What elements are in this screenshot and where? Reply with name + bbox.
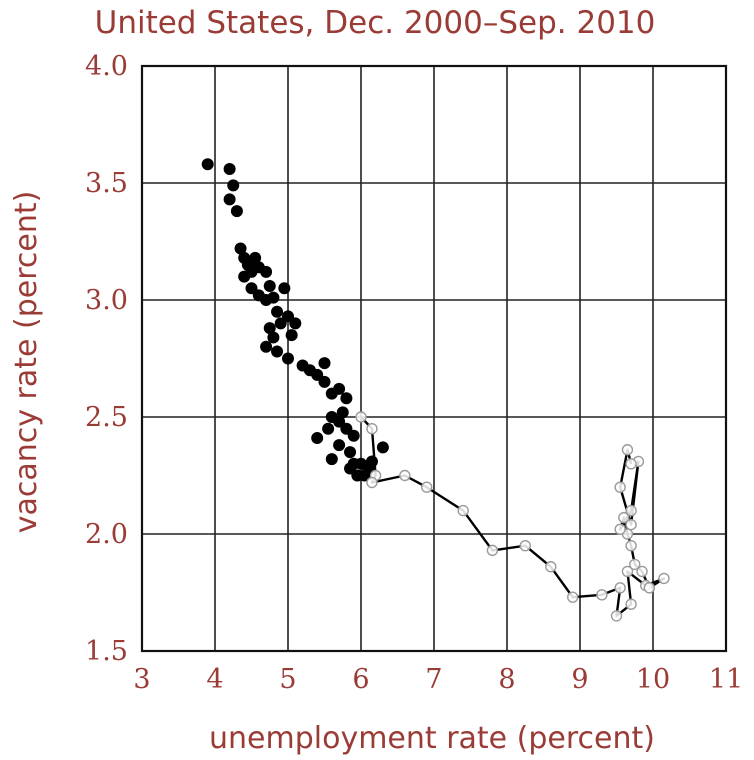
open-data-point <box>366 423 378 435</box>
open-data-point <box>545 561 557 573</box>
y-tick-label: 3.5 <box>85 168 128 199</box>
filled-data-point <box>238 270 251 283</box>
filled-data-point <box>311 432 324 445</box>
open-data-point <box>625 458 637 470</box>
y-tick-label: 2.0 <box>85 519 128 550</box>
open-data-point <box>618 511 630 524</box>
filled-data-point <box>322 422 335 435</box>
filled-data-point <box>347 429 360 442</box>
y-tick-label: 1.5 <box>85 636 128 667</box>
filled-data-point <box>274 317 287 330</box>
filled-data-point <box>344 462 357 475</box>
x-tick-label: 4 <box>206 664 223 695</box>
chart-title: United States, Dec. 2000–Sep. 2010 <box>95 5 656 41</box>
tick-labels: 3 4 5 6 7 8 9 10 11 1.5 2.0 2.5 3.0 3.5 4.0 <box>85 51 743 695</box>
x-tick-label: 5 <box>279 664 296 695</box>
filled-data-point <box>271 345 284 358</box>
filled-data-point <box>223 162 236 175</box>
filled-data-point <box>285 329 298 342</box>
open-data-point <box>621 444 634 456</box>
x-tick-label: 8 <box>498 664 515 695</box>
filled-data-point <box>263 279 276 292</box>
open-data-point <box>610 610 623 622</box>
filled-data-point <box>278 282 291 295</box>
filled-data-point <box>267 291 280 304</box>
x-tick-label: 3 <box>133 664 150 695</box>
filled-data-point <box>318 357 331 370</box>
open-data-point <box>625 504 637 517</box>
y-axis-label: vacancy rate (percent) <box>9 191 44 534</box>
filled-data-point <box>282 352 294 365</box>
open-data-point <box>625 540 637 552</box>
open-data-point <box>486 544 499 557</box>
open-data-point <box>366 476 378 489</box>
open-data-point <box>421 481 433 493</box>
x-tick-label: 7 <box>425 664 442 695</box>
x-axis-label: unemployment rate (percent) <box>209 721 655 756</box>
filled-data-point <box>318 375 331 388</box>
open-data-point <box>457 504 469 517</box>
open-data-point <box>355 411 367 423</box>
filled-data-point <box>260 340 273 353</box>
filled-data-point <box>230 205 243 218</box>
filled-data-point <box>260 265 273 278</box>
open-data-point <box>519 540 531 552</box>
y-tick-label: 4.0 <box>85 51 128 82</box>
filled-data-point <box>271 305 284 318</box>
open-data-point <box>621 565 634 578</box>
filled-data-point <box>365 455 378 468</box>
filled-data-point <box>289 317 302 330</box>
filled-data-point <box>234 242 247 255</box>
filled-data-point <box>336 406 349 419</box>
open-data-point <box>643 582 656 594</box>
open-data-point <box>636 565 648 578</box>
filled-data-point <box>344 446 357 459</box>
filled-data-point <box>223 193 236 206</box>
open-data-point <box>629 558 641 571</box>
x-tick-label: 6 <box>352 664 369 695</box>
data-series <box>201 158 670 622</box>
open-data-point <box>399 469 411 482</box>
filled-data-point <box>227 179 240 192</box>
x-tick-label: 11 <box>709 664 743 695</box>
filled-data-point <box>340 392 353 405</box>
filled-data-point <box>201 158 214 171</box>
filled-data-point <box>333 439 346 452</box>
open-data-point <box>567 591 579 603</box>
filled-data-point <box>325 453 338 466</box>
y-tick-label: 2.5 <box>85 402 128 433</box>
open-data-point <box>596 589 608 601</box>
x-tick-label: 9 <box>571 664 588 695</box>
open-data-point <box>658 572 670 585</box>
filled-data-point <box>376 441 389 454</box>
filled-data-point <box>333 382 346 395</box>
open-data-point <box>614 582 626 594</box>
plot-frame <box>140 64 728 653</box>
x-tick-label: 10 <box>636 664 670 695</box>
open-data-point <box>625 518 637 531</box>
filled-data-point <box>263 322 276 335</box>
grid-lines <box>141 65 727 652</box>
filled-data-point <box>267 331 280 344</box>
filled-data-point <box>249 251 262 264</box>
open-data-point <box>614 481 626 493</box>
open-data-point <box>614 523 626 536</box>
open-data-point <box>625 598 637 610</box>
y-tick-label: 3.0 <box>85 285 128 316</box>
